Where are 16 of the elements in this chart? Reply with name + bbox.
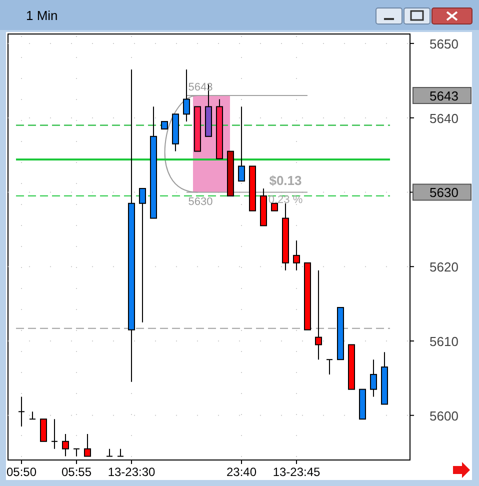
- x-tick-label: 05:55: [61, 465, 92, 479]
- y-tick-label: 5650: [430, 36, 458, 52]
- y-tick-label: 5640: [430, 110, 458, 126]
- ref-line-label: 5630: [188, 196, 213, 208]
- x-tick-label: 05:50: [6, 465, 37, 479]
- annotation: $0.13: [269, 173, 302, 188]
- text: 5643: [430, 88, 458, 104]
- x-tick-label: 23:40: [226, 465, 257, 479]
- x-tick-label: 13-23:45: [272, 465, 321, 479]
- x-tick-label: 13-23:30: [108, 465, 156, 479]
- y-tick-label: 5620: [430, 260, 458, 275]
- chart-title: 1 Min: [26, 8, 58, 23]
- y-tick-label: 5600: [430, 408, 458, 424]
- y-tick-label: 5630: [430, 185, 458, 200]
- y-tick-label: 5610: [430, 334, 458, 349]
- annotation: 0.23 %: [268, 194, 303, 206]
